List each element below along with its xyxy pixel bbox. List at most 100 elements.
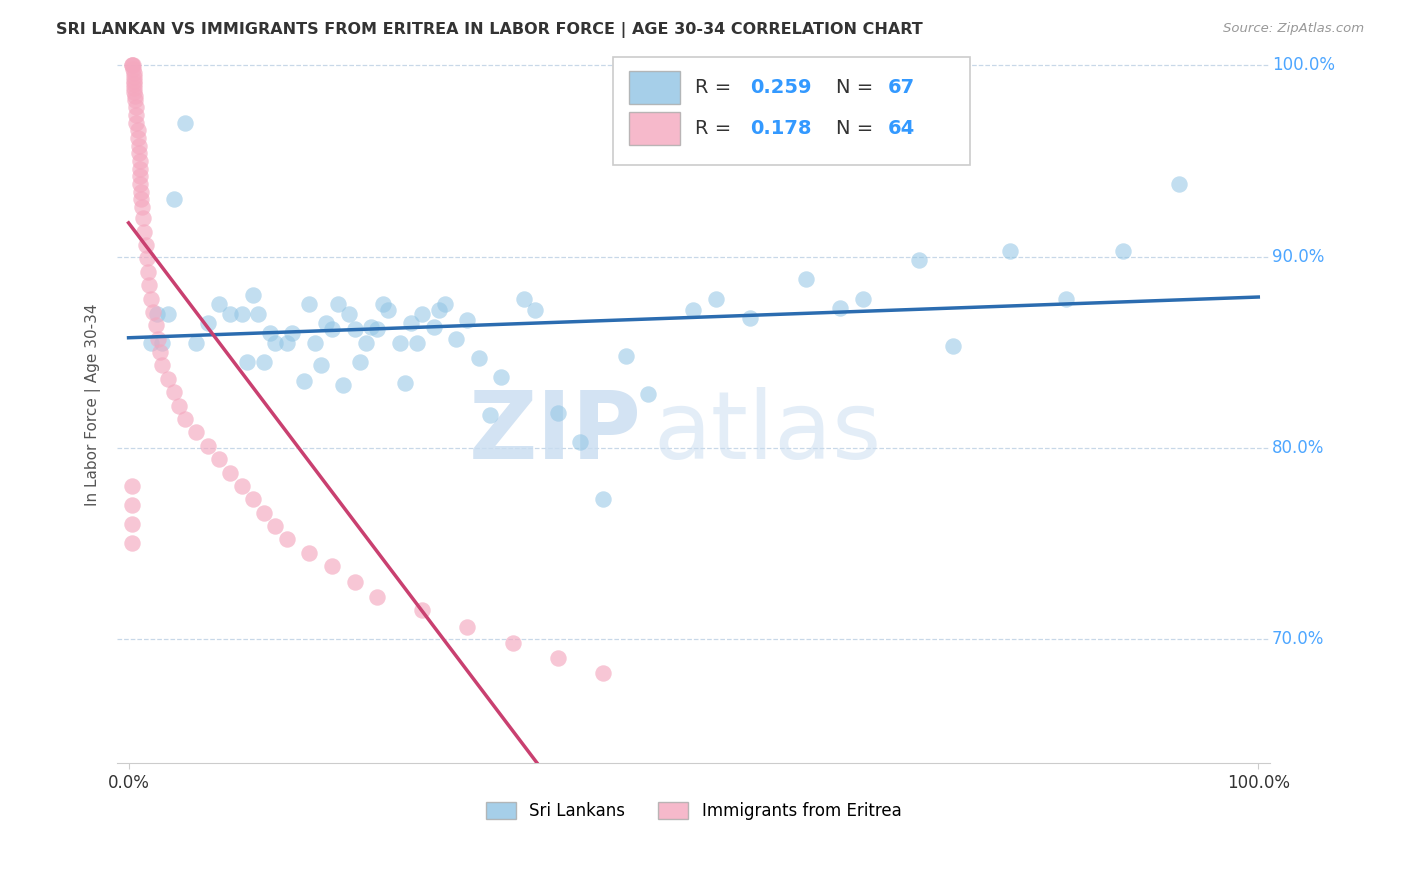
Point xyxy=(146,332,169,346)
Point xyxy=(704,292,727,306)
Point xyxy=(253,506,276,520)
Point xyxy=(136,265,159,279)
Point xyxy=(128,153,150,168)
Point xyxy=(343,574,366,589)
Point xyxy=(122,66,145,80)
Point xyxy=(292,374,315,388)
Point xyxy=(852,292,875,306)
Point xyxy=(219,307,242,321)
Point xyxy=(169,399,191,413)
Point xyxy=(125,108,148,122)
Point xyxy=(304,335,326,350)
Point xyxy=(281,326,304,340)
Point xyxy=(134,225,156,239)
Point xyxy=(128,177,150,191)
Point xyxy=(134,238,156,252)
Point xyxy=(366,322,388,336)
Point xyxy=(141,292,163,306)
Point xyxy=(354,335,377,350)
Point xyxy=(276,335,298,350)
Point xyxy=(128,138,150,153)
Point xyxy=(298,546,321,560)
Point xyxy=(242,492,264,507)
Point xyxy=(142,305,165,319)
Point xyxy=(131,200,153,214)
Point xyxy=(163,385,186,400)
Point xyxy=(298,297,321,311)
Point xyxy=(122,58,145,72)
Point xyxy=(197,439,219,453)
Point xyxy=(127,131,149,145)
Point xyxy=(132,211,155,226)
Text: SRI LANKAN VS IMMIGRANTS FROM ERITREA IN LABOR FORCE | AGE 30-34 CORRELATION CHA: SRI LANKAN VS IMMIGRANTS FROM ERITREA IN… xyxy=(56,22,922,38)
Point xyxy=(121,58,143,72)
Point xyxy=(135,252,157,266)
Text: Source: ZipAtlas.com: Source: ZipAtlas.com xyxy=(1223,22,1364,36)
Text: N =: N = xyxy=(837,78,880,97)
Point xyxy=(942,339,965,353)
Point xyxy=(141,335,163,350)
Point xyxy=(125,100,148,114)
Point xyxy=(124,89,146,103)
Text: atlas: atlas xyxy=(654,387,882,479)
Point xyxy=(830,301,852,315)
Point xyxy=(998,244,1021,258)
Point xyxy=(219,466,242,480)
Point xyxy=(394,376,416,390)
Point xyxy=(332,377,354,392)
Point xyxy=(145,318,167,333)
Point xyxy=(264,335,287,350)
Point xyxy=(309,359,332,373)
Point xyxy=(231,307,253,321)
Point xyxy=(163,192,186,206)
Text: ZIP: ZIP xyxy=(468,387,641,479)
FancyBboxPatch shape xyxy=(613,57,970,164)
Point xyxy=(259,326,281,340)
Point xyxy=(128,161,150,176)
Text: 90.0%: 90.0% xyxy=(1272,247,1324,266)
Point xyxy=(152,335,174,350)
Point xyxy=(682,303,704,318)
Point xyxy=(146,307,169,321)
Point xyxy=(360,320,382,334)
Legend: Sri Lankans, Immigrants from Eritrea: Sri Lankans, Immigrants from Eritrea xyxy=(479,795,908,827)
Point xyxy=(592,666,614,681)
Point xyxy=(502,636,524,650)
Point xyxy=(121,517,143,532)
Point xyxy=(366,590,388,604)
Y-axis label: In Labor Force | Age 30-34: In Labor Force | Age 30-34 xyxy=(86,303,101,506)
Point xyxy=(388,335,411,350)
Point xyxy=(129,185,152,199)
Point xyxy=(569,434,592,449)
Point xyxy=(738,310,761,325)
Point xyxy=(125,116,148,130)
Point xyxy=(1112,244,1135,258)
Point xyxy=(479,408,502,422)
Point xyxy=(122,62,145,77)
Point xyxy=(427,303,450,318)
Point xyxy=(315,317,337,331)
Point xyxy=(524,303,547,318)
Point xyxy=(456,312,478,326)
Point xyxy=(337,307,360,321)
Point xyxy=(197,317,219,331)
Point xyxy=(1054,292,1077,306)
Point xyxy=(321,559,343,574)
Point xyxy=(138,278,160,293)
Point xyxy=(122,81,145,95)
Point xyxy=(343,322,366,336)
Text: 100.0%: 100.0% xyxy=(1272,56,1334,74)
Text: 0.178: 0.178 xyxy=(749,120,811,138)
Point xyxy=(127,123,149,137)
Point xyxy=(377,303,399,318)
Point xyxy=(547,406,569,420)
Point xyxy=(491,370,513,384)
Point xyxy=(128,146,150,161)
Point xyxy=(186,335,208,350)
Point xyxy=(371,297,394,311)
Point xyxy=(242,287,264,301)
Point xyxy=(174,412,197,426)
Point xyxy=(122,70,145,84)
Point xyxy=(399,317,422,331)
Text: R =: R = xyxy=(695,120,737,138)
